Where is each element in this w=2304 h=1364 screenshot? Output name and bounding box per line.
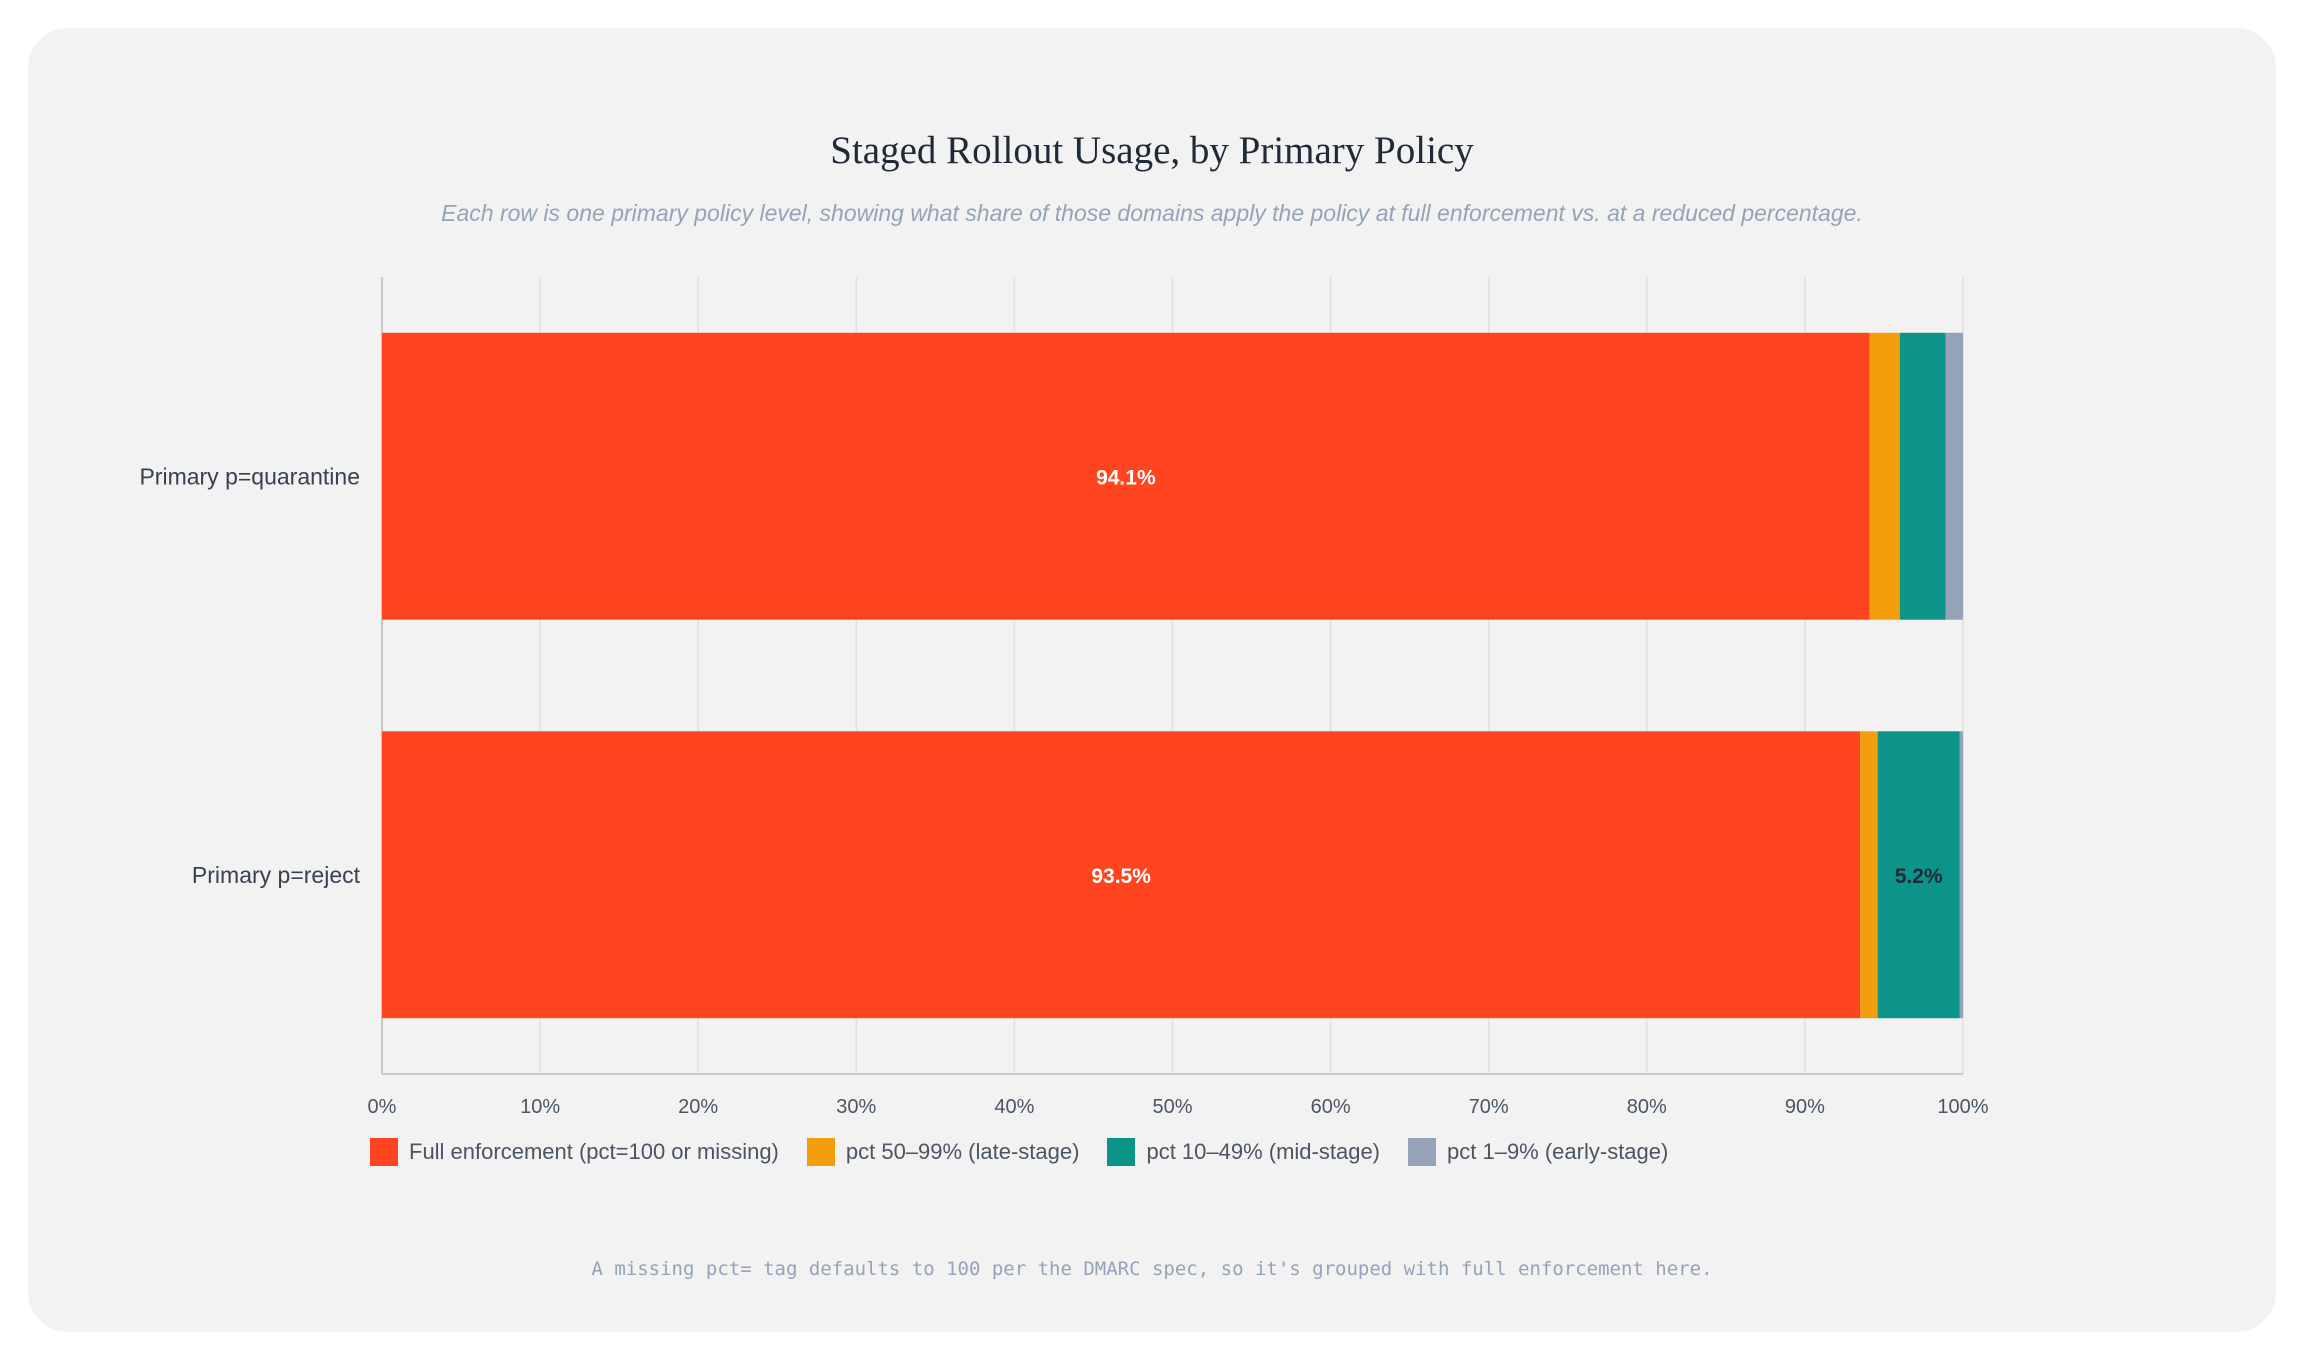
x-tick-label: 60%: [1311, 1096, 1351, 1118]
legend-label: pct 1–9% (early-stage): [1447, 1139, 1669, 1164]
bar-segment: [1959, 731, 1963, 1019]
x-tick-label: 30%: [836, 1096, 876, 1118]
x-tick-label: 100%: [1937, 1096, 1988, 1118]
legend-item: pct 1–9% (early-stage): [1408, 1138, 1668, 1166]
bar-segment: [382, 332, 1870, 620]
category-label: Primary p=quarantine: [139, 463, 360, 489]
chart-legend: Full enforcement (pct=100 or missing) pct…: [370, 1138, 1696, 1166]
x-tick-label: 70%: [1469, 1096, 1509, 1118]
data-label: 94.1%: [1096, 466, 1156, 489]
chart-title: Staged Rollout Usage, by Primary Policy: [830, 129, 1474, 172]
category-label: Primary p=reject: [192, 862, 361, 888]
chart-footnote: A missing pct= tag defaults to 100 per t…: [591, 1258, 1713, 1280]
legend-swatch: [806, 1138, 835, 1166]
chart-subtitle: Each row is one primary policy level, sh…: [441, 200, 1863, 226]
legend-swatch: [1107, 1138, 1136, 1166]
data-label: 93.5%: [1091, 865, 1151, 888]
legend-label: pct 50–99% (late-stage): [845, 1139, 1080, 1164]
bar-segment: [1877, 731, 1960, 1019]
x-tick-label: 80%: [1627, 1096, 1667, 1118]
x-tick-label: 10%: [520, 1096, 560, 1118]
bar-segment: [1860, 731, 1878, 1019]
legend-swatch: [370, 1138, 398, 1166]
legend-swatch: [1408, 1138, 1437, 1166]
bar-segment: [382, 731, 1861, 1019]
legend-label: pct 10–49% (mid-stage): [1146, 1139, 1381, 1164]
legend-label: Full enforcement (pct=100 or missing): [409, 1139, 779, 1164]
legend-item: pct 10–49% (mid-stage): [1107, 1138, 1380, 1166]
x-tick-label: 90%: [1785, 1096, 1825, 1118]
x-tick-label: 20%: [678, 1096, 718, 1118]
bar-segment: [1899, 332, 1946, 620]
x-tick-label: 0%: [368, 1096, 397, 1118]
legend-item: Full enforcement (pct=100 or missing): [370, 1138, 779, 1166]
x-tick-label: 40%: [994, 1096, 1034, 1118]
chart-card: Staged Rollout Usage, by Primary Policy …: [28, 28, 2276, 1332]
x-tick-label: 50%: [1152, 1096, 1192, 1118]
bar-segment: [1945, 332, 1963, 620]
bar-segment: [1869, 332, 1900, 620]
legend-item: pct 50–99% (late-stage): [806, 1138, 1080, 1166]
data-label: 5.2%: [1895, 865, 1943, 888]
